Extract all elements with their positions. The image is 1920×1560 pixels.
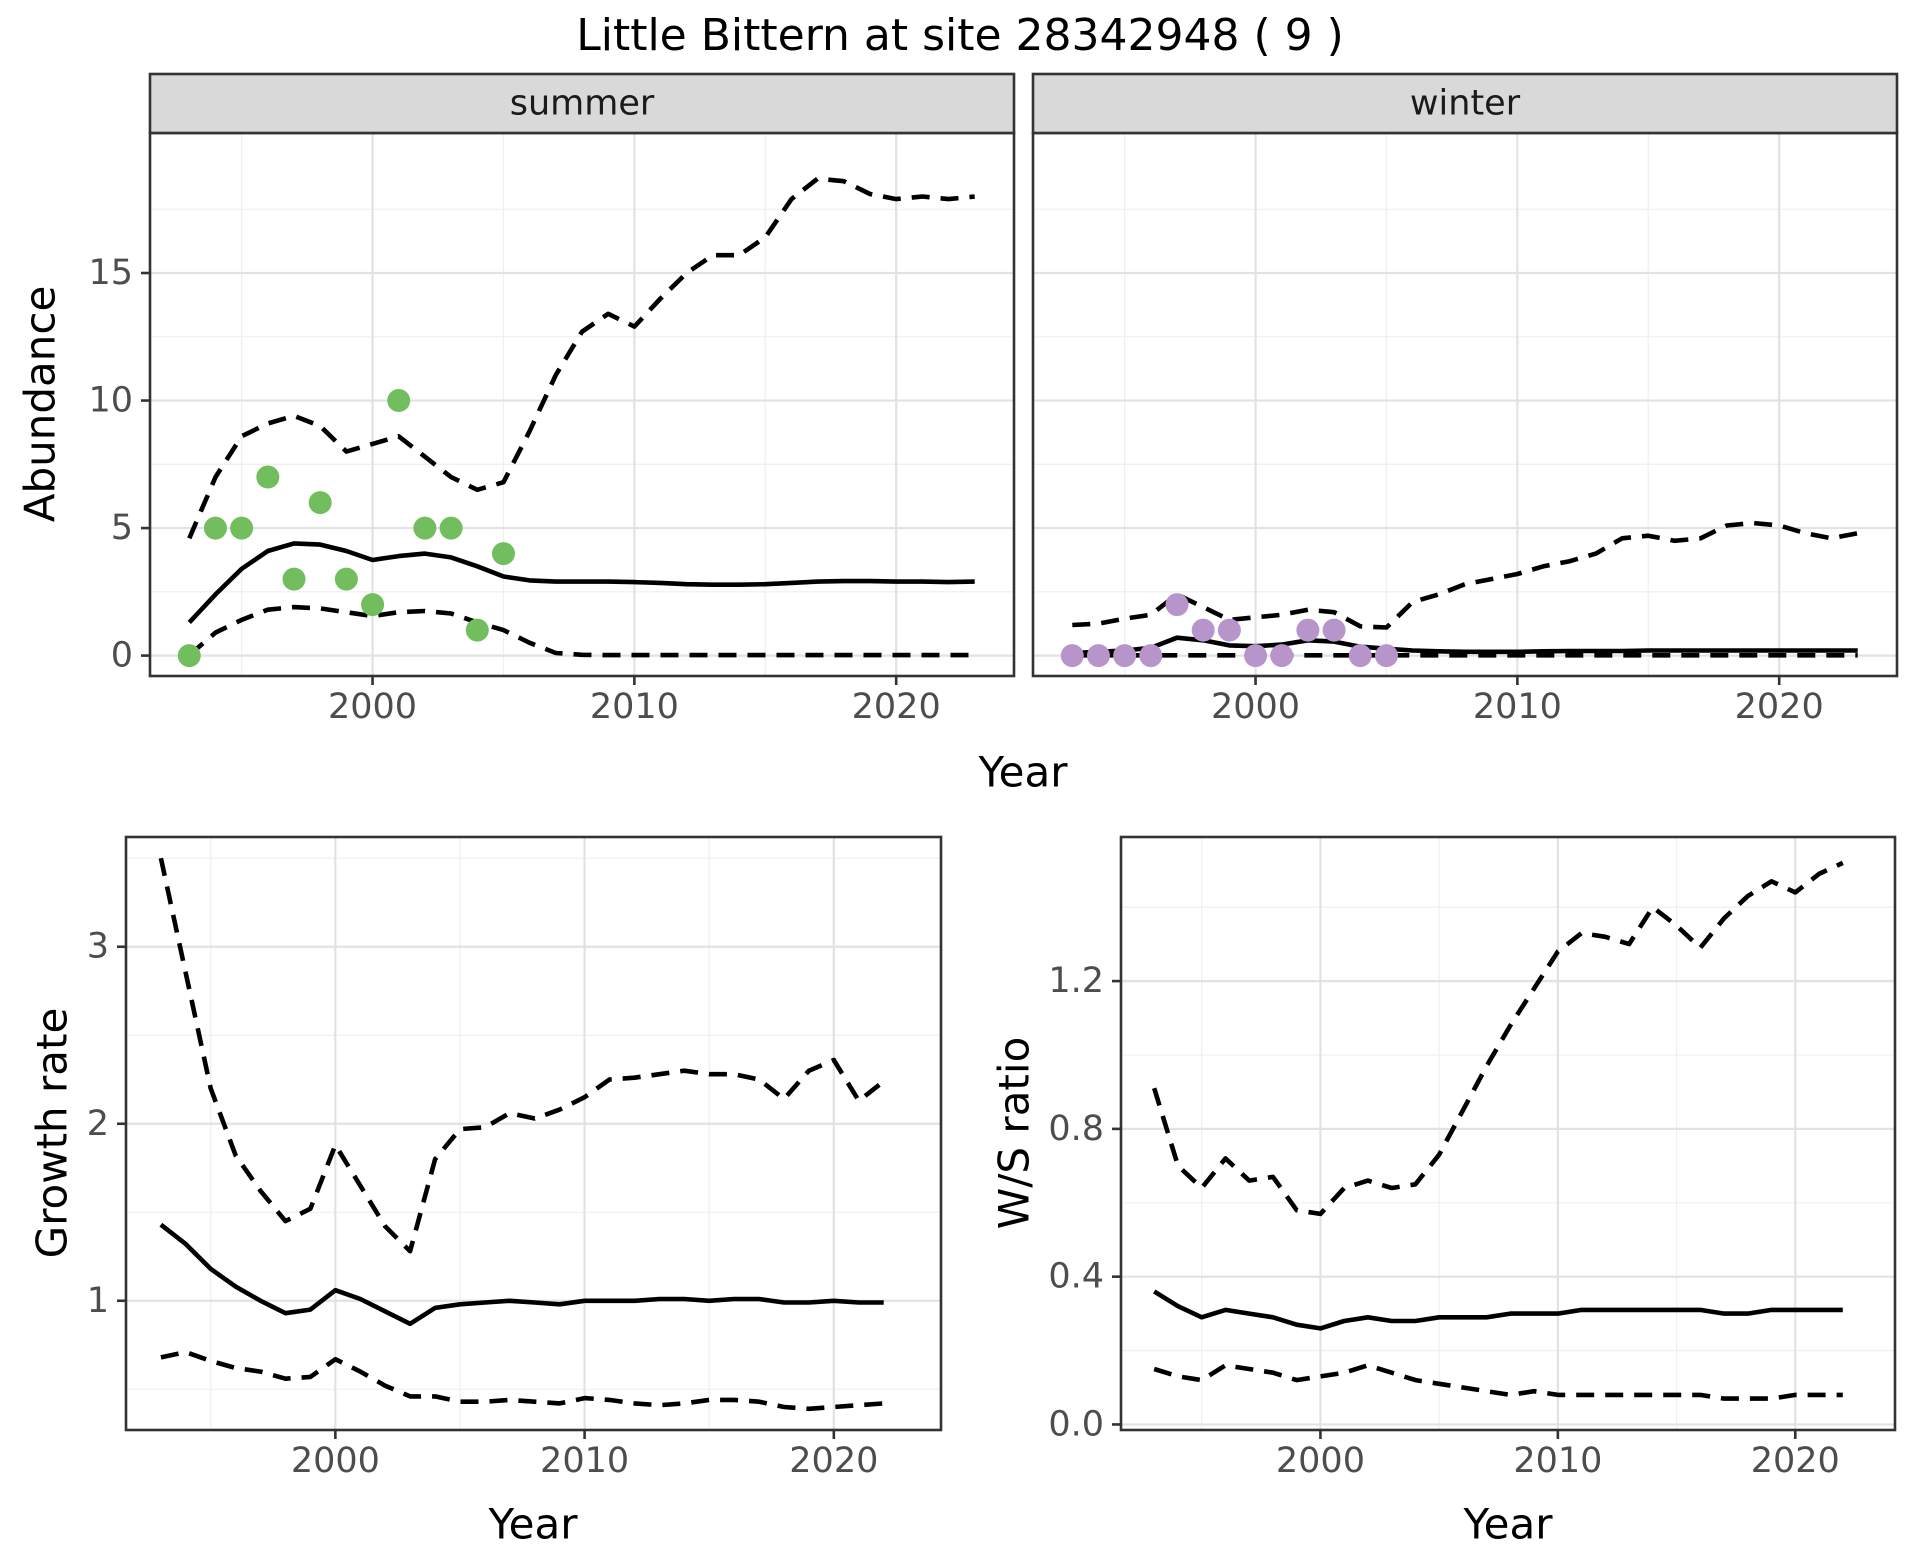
observation-point xyxy=(177,644,201,668)
y-tick-label: 2 xyxy=(87,1104,109,1144)
observation-point xyxy=(387,389,411,413)
upper-ci-line xyxy=(187,176,975,540)
x-tick-label: 2020 xyxy=(789,1441,878,1481)
grid-major xyxy=(1121,837,1895,1430)
upper-ci-line xyxy=(158,857,886,1254)
upper-ci-line xyxy=(1152,860,1844,1217)
grid-minor xyxy=(1121,837,1895,1430)
observation-point xyxy=(203,516,227,540)
observation-point xyxy=(1244,644,1268,668)
y-axis-title-ws-ratio: W/S ratio xyxy=(989,1036,1039,1230)
median-line xyxy=(187,541,975,624)
panel-background xyxy=(1121,837,1895,1430)
panel-abundance_winter: winter 2000 2010 2020 xyxy=(1031,72,1899,727)
observation-point xyxy=(1322,618,1346,642)
observation-point xyxy=(1191,618,1215,642)
x-tick-label: 2000 xyxy=(1211,687,1300,727)
lower-ci-line xyxy=(1153,1363,1843,1401)
page-title: Little Bittern at site 28342948 ( 9 ) xyxy=(576,10,1344,61)
panel-background xyxy=(150,133,1014,676)
x-tick-label: 2000 xyxy=(328,687,417,727)
grid-minor xyxy=(150,133,1014,676)
x-tick-label: 2010 xyxy=(540,1441,629,1481)
facet-strip xyxy=(1031,72,1899,135)
median-line xyxy=(1152,1289,1843,1331)
observation-point xyxy=(334,567,358,591)
y-tick-label: 5 xyxy=(111,508,133,548)
observation-point xyxy=(1348,644,1372,668)
x-tick-label: 2000 xyxy=(291,1441,380,1481)
grid-minor xyxy=(126,837,941,1430)
facet-strip-label: winter xyxy=(1410,84,1521,124)
observation-point xyxy=(1165,593,1189,617)
observation-point xyxy=(413,516,437,540)
observation-point xyxy=(491,542,515,566)
observation-points xyxy=(1060,593,1398,668)
lower-ci-line xyxy=(187,604,975,658)
y-tick-label: 15 xyxy=(88,253,133,293)
panel-border xyxy=(124,835,943,1432)
observation-point xyxy=(308,491,332,515)
y-tick-label: 1.2 xyxy=(1048,961,1104,1001)
y-tick-label: 3 xyxy=(87,927,109,967)
observation-point xyxy=(256,465,280,489)
upper-ci-line xyxy=(1072,520,1859,630)
x-axis-title-year-bottom-left: Year xyxy=(488,1499,578,1549)
y-tick-label: 10 xyxy=(88,381,133,421)
observation-point xyxy=(1139,644,1163,668)
observation-point xyxy=(1113,644,1137,668)
observation-points xyxy=(177,389,515,668)
x-tick-label: 2010 xyxy=(1513,1441,1602,1481)
panel-growth_rate: 2000 2010 2020 1 2 3 xyxy=(87,835,943,1481)
y-tick-label: 0 xyxy=(111,636,133,676)
y-axis-title-growth-rate: Growth rate xyxy=(27,1007,77,1259)
panel-ws_ratio: 2000 2010 2020 0.0 0.4 0.8 1.2 xyxy=(1048,835,1897,1481)
panel-background xyxy=(1033,133,1897,676)
grid-minor xyxy=(1033,133,1897,676)
panel-background xyxy=(126,837,941,1430)
grid-major xyxy=(150,133,1014,676)
y-tick-label: 0.8 xyxy=(1048,1109,1104,1149)
y-tick-label: 1 xyxy=(87,1281,109,1321)
x-tick-label: 2000 xyxy=(1276,1441,1365,1481)
observation-point xyxy=(230,516,254,540)
observation-point xyxy=(282,567,306,591)
lower-ci-line xyxy=(160,1349,884,1412)
panel-abundance_summer: summer 2000 2010 2020 0 5 10 15 xyxy=(88,72,1016,727)
observation-point xyxy=(439,516,463,540)
x-tick-label: 2020 xyxy=(1751,1441,1840,1481)
x-axis-title-year-top: Year xyxy=(978,747,1068,797)
facet-strip-label: summer xyxy=(510,84,655,124)
observation-point xyxy=(1217,618,1241,642)
y-axis-title-abundance: Abundance xyxy=(15,285,65,523)
facet-strip xyxy=(148,72,1016,135)
observation-point xyxy=(1060,644,1084,668)
x-tick-label: 2010 xyxy=(590,687,679,727)
x-tick-label: 2020 xyxy=(1735,687,1824,727)
y-tick-label: 0.4 xyxy=(1048,1257,1104,1297)
panel-border xyxy=(1119,835,1897,1432)
y-tick-label: 0.0 xyxy=(1048,1404,1104,1444)
observation-point xyxy=(1296,618,1320,642)
x-tick-label: 2020 xyxy=(852,687,941,727)
observation-point xyxy=(1270,644,1294,668)
x-tick-label: 2010 xyxy=(1473,687,1562,727)
observation-point xyxy=(361,593,385,617)
observation-point xyxy=(1086,644,1110,668)
observation-point xyxy=(465,618,489,642)
x-axis-title-year-bottom-right: Year xyxy=(1463,1499,1553,1549)
observation-point xyxy=(1374,644,1398,668)
median-line xyxy=(159,1222,884,1327)
